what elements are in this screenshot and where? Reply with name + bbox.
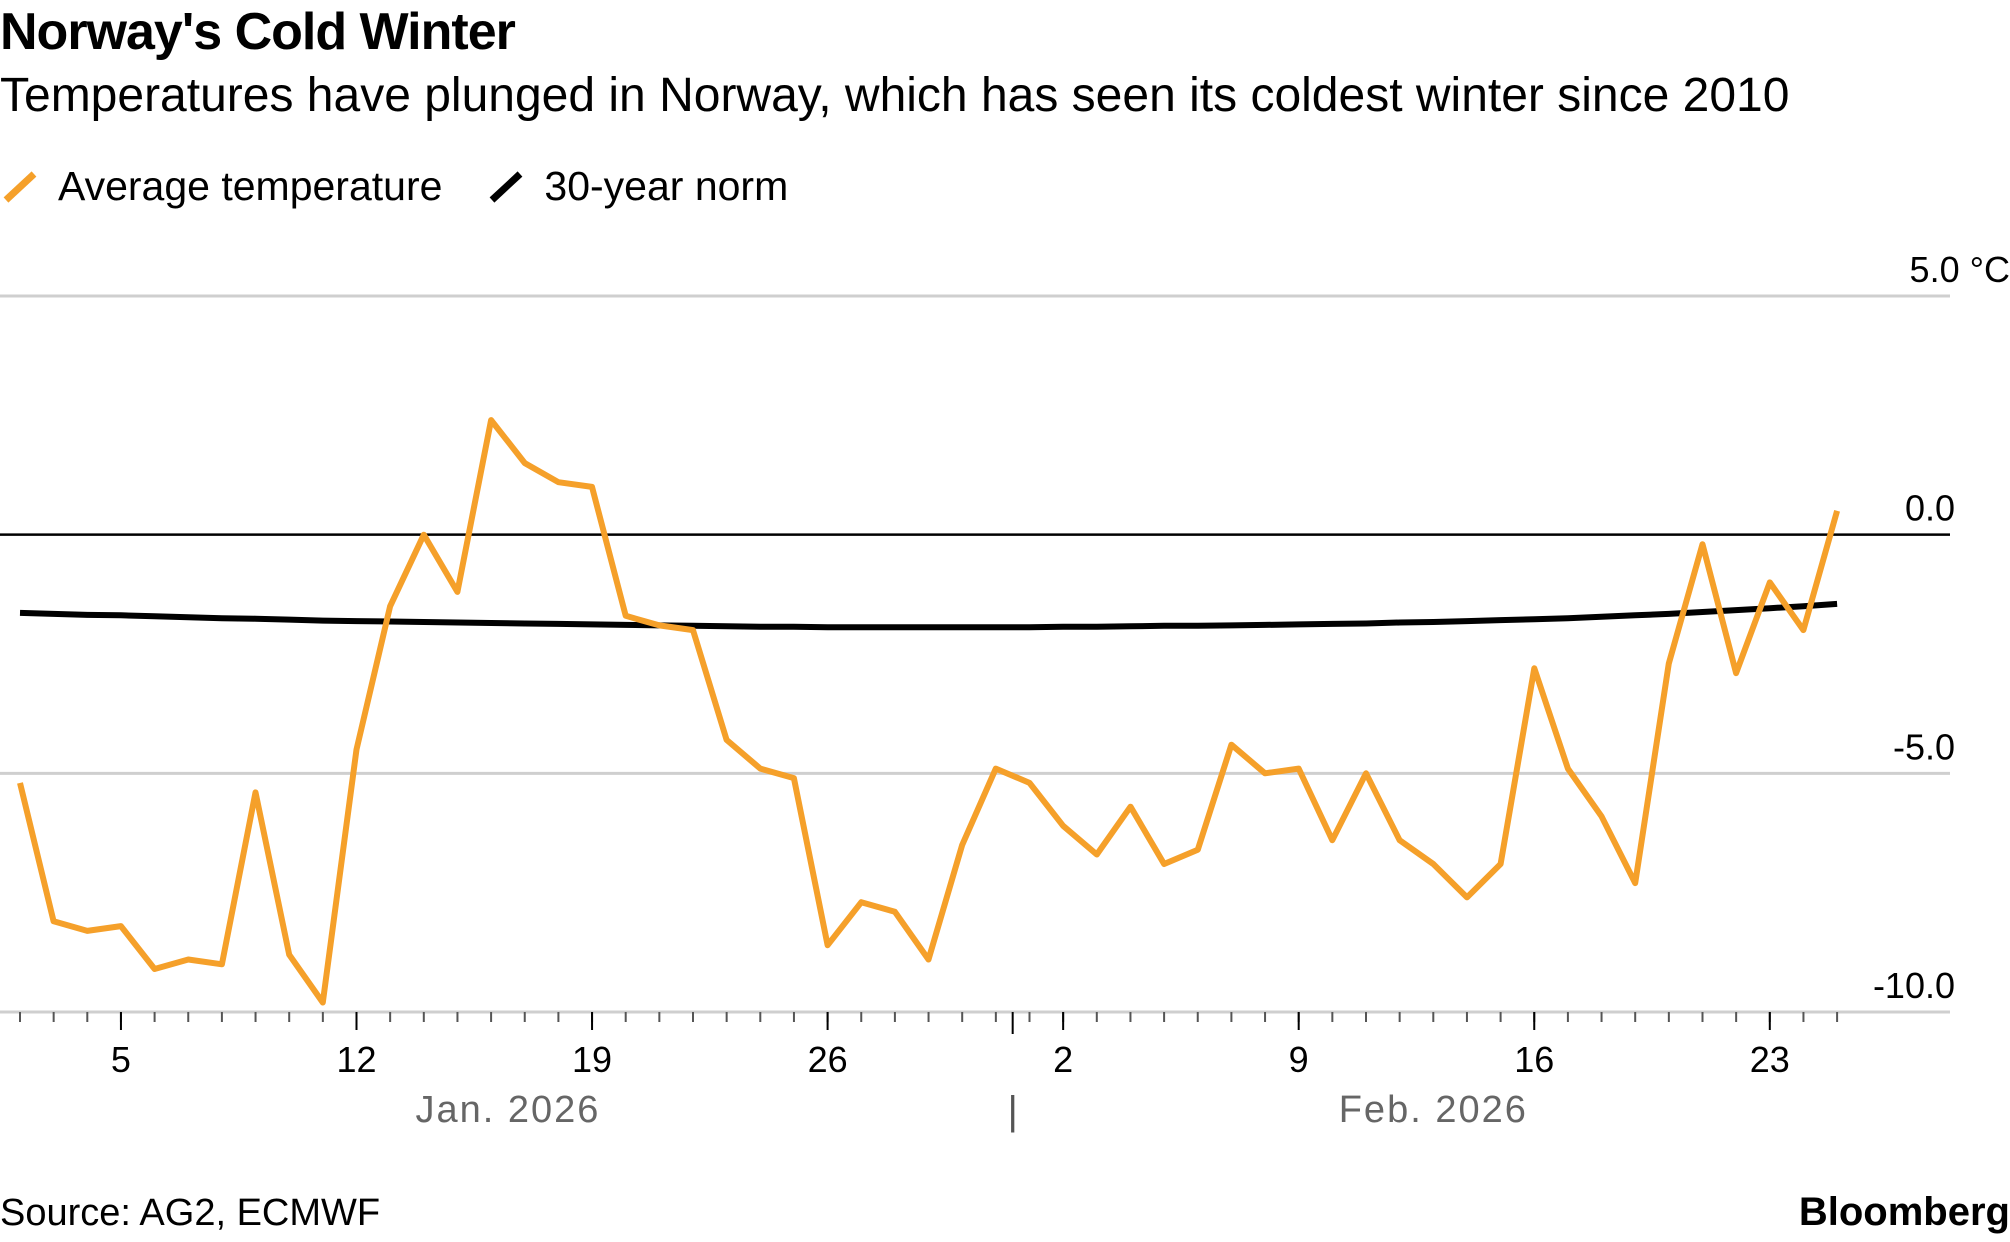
series-line-average-temperature	[17, 417, 1840, 1006]
x-tick-label: 5	[111, 1039, 131, 1080]
source-note: Source: AG2, ECMWF	[0, 1192, 381, 1234]
month-label: Jan. 2026	[415, 1089, 600, 1131]
legend-swatch-average	[3, 171, 37, 203]
chart-title: Norway's Cold Winter	[0, 3, 516, 61]
legend-item-average: Average temperature	[0, 163, 442, 210]
chart-subtitle: Temperatures have plunged in Norway, whi…	[0, 69, 1790, 122]
legend-label-average: Average temperature	[58, 162, 443, 209]
y-tick-label: -10.0	[1873, 965, 1955, 1006]
x-tick-label: 23	[1750, 1039, 1790, 1080]
legend: Average temperature 30-year norm	[0, 160, 832, 212]
y-tick-label: -5.0	[1893, 726, 1955, 767]
month-label: Feb. 2026	[1339, 1089, 1528, 1131]
line-chart: 5.0 °C 0.0 -5.0 -10.0 5 12 19 26 2 9 16 23 | Jan. 202…	[0, 249, 2010, 1133]
x-tick-label: 16	[1514, 1039, 1554, 1080]
y-tick-label: 5.0 °C	[1910, 249, 2010, 290]
x-tick-label: 9	[1289, 1039, 1309, 1080]
x-tick-label: 26	[808, 1039, 848, 1080]
x-tick-label: 12	[336, 1039, 376, 1080]
x-tick-label: 2	[1053, 1039, 1073, 1080]
legend-label-norm: 30-year norm	[544, 162, 789, 209]
legend-item-norm: 30-year norm	[486, 163, 788, 210]
x-tick-label: 19	[572, 1039, 612, 1080]
month-divider: |	[1007, 1089, 1017, 1133]
brand-logo: Bloomberg	[1798, 1190, 2010, 1234]
series-line-30-year-norm	[19, 600, 1838, 631]
y-tick-label: 0.0	[1905, 488, 1955, 529]
legend-swatch-norm	[490, 171, 523, 203]
